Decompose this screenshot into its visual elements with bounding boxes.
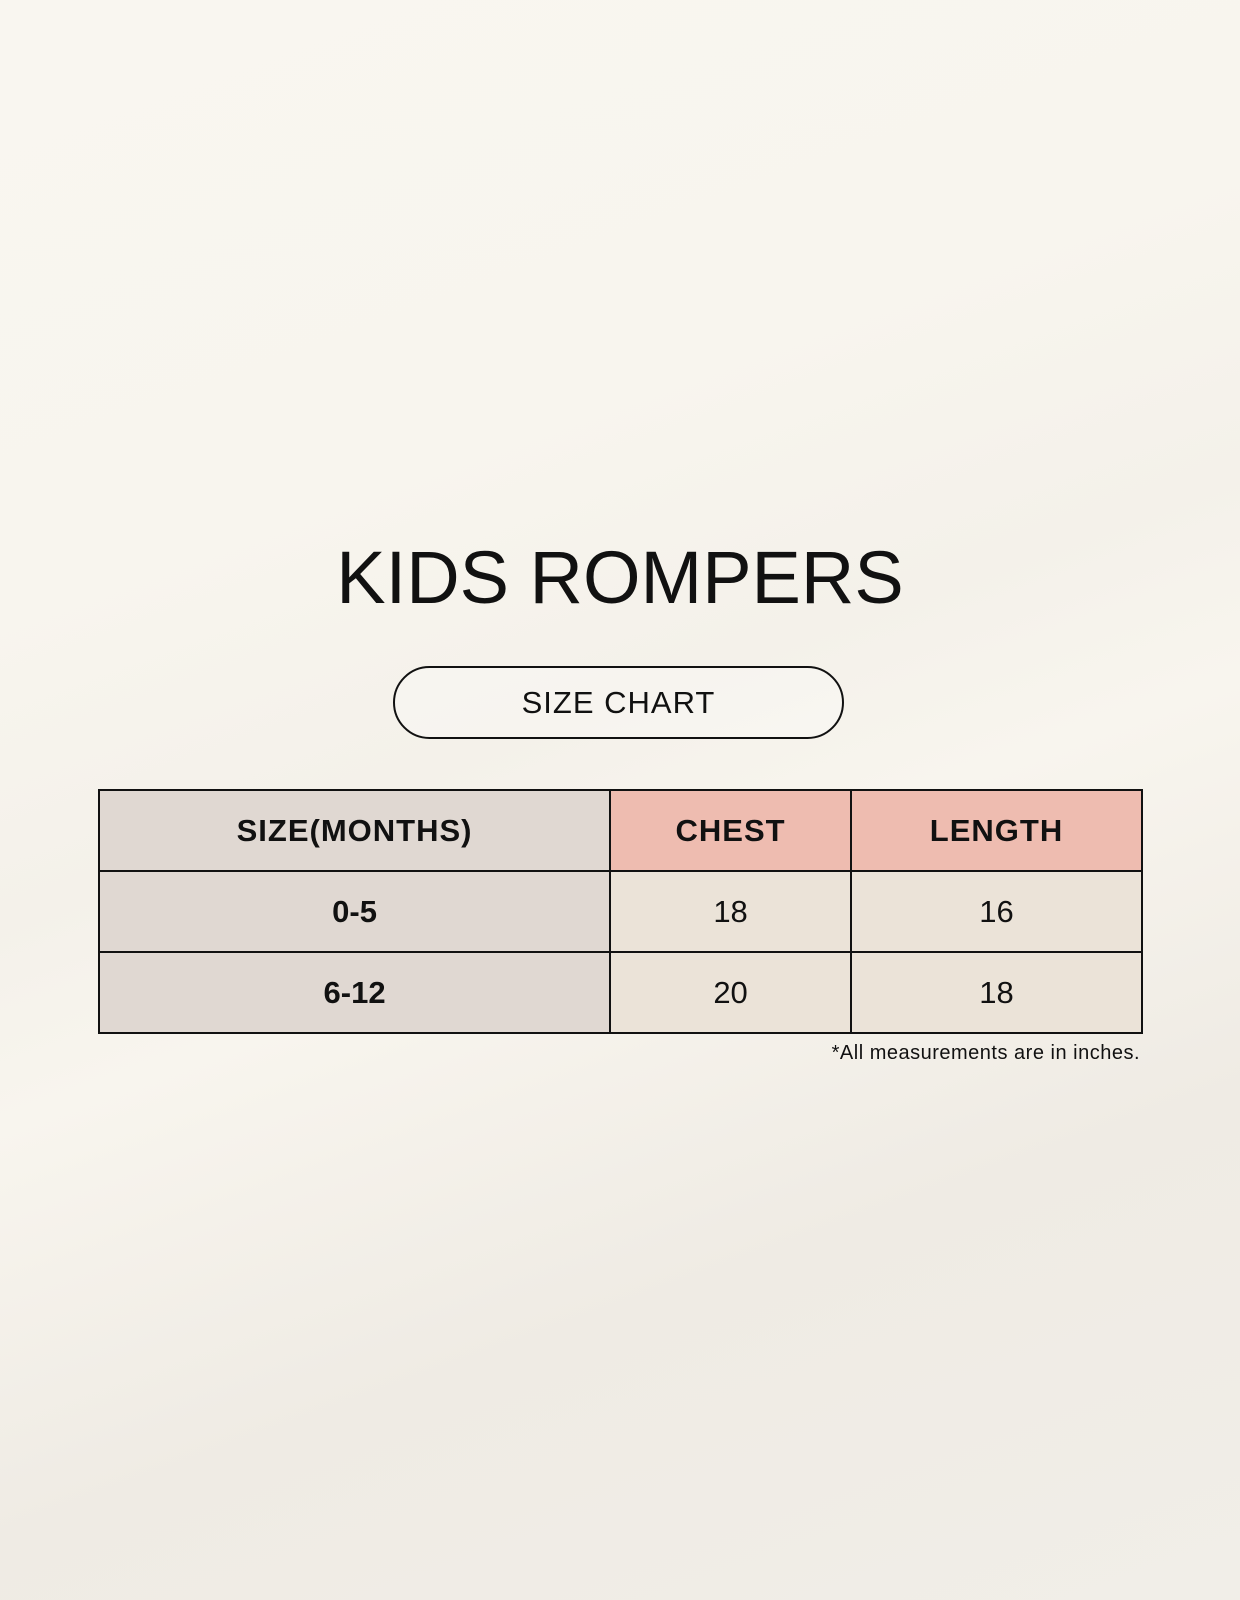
cell-length: 16 — [849, 870, 1144, 953]
footnote: *All measurements are in inches. — [831, 1042, 1140, 1064]
cell-size: 6-12 — [97, 951, 612, 1034]
header-length: LENGTH — [849, 789, 1144, 872]
header-chest: CHEST — [609, 789, 852, 872]
page-title: KIDS ROMPERS — [336, 536, 904, 619]
table-row: 0-5 18 16 — [97, 870, 1144, 953]
cell-chest: 20 — [609, 951, 852, 1034]
cell-length: 18 — [849, 951, 1144, 1034]
cell-chest: 18 — [609, 870, 852, 953]
header-size: SIZE(MONTHS) — [97, 789, 612, 872]
cell-size: 0-5 — [97, 870, 612, 953]
table-header-row: SIZE(MONTHS) CHEST LENGTH — [97, 789, 1144, 872]
size-chart-table: SIZE(MONTHS) CHEST LENGTH 0-5 18 16 6-12… — [97, 789, 1144, 1034]
table-row: 6-12 20 18 — [97, 951, 1144, 1034]
size-chart-label: SIZE CHART — [393, 666, 844, 739]
